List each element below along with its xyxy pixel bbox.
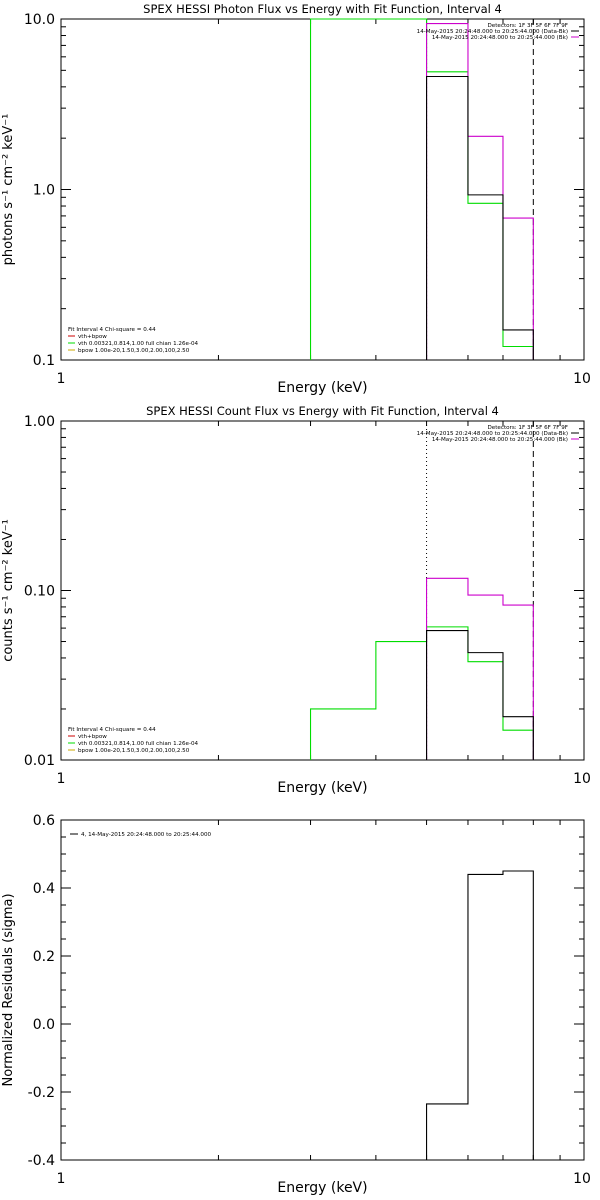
histogram-series-3 [426,75,534,360]
y-tick-label: -0.4 [28,1153,55,1169]
legend-text: Detectors: 1F 3F 5F 6F 7F 9F [487,23,568,29]
chart-title: SPEX HESSI Photon Flux vs Energy with Fi… [143,2,502,16]
y-axis-label: counts s⁻¹ cm⁻² keV⁻¹ [1,519,16,662]
x-tick-label: 10 [573,771,591,787]
x-tick-label: 1 [57,1171,66,1187]
chart-panel-1: SPEX HESSI Photon Flux vs Energy with Fi… [1,2,591,396]
legend-text: Fit Interval 4 Chi-square = 0.44 [68,327,156,333]
legend-text: 14-May-2015 20:24:48.000 to 20:25:44.000… [417,29,568,35]
y-tick-label: 0.10 [24,584,55,600]
y-tick-label: 0.1 [33,353,55,369]
legend-text: vth+bpow [78,734,107,740]
histogram-series-1 [309,18,534,360]
chart-panel-2: SPEX HESSI Count Flux vs Energy with Fit… [1,404,591,796]
y-tick-label: -0.2 [28,1085,55,1101]
histogram-series-2 [426,23,534,360]
x-tick-label: 10 [573,1171,591,1187]
x-axis-label: Energy (keV) [277,380,367,396]
x-axis-label: Energy (keV) [277,780,367,796]
y-tick-label: 10.0 [24,12,55,28]
legend-text: vth+bpow [78,334,107,340]
legend-text: bpow 1.00e-20,1.50,3.00,2.00,100,2.50 [78,348,190,354]
histogram-series-3 [426,630,534,760]
legend-text: Detectors: 1F 3F 5F 6F 7F 9F [487,425,568,431]
legend-text: 4, 14-May-2015 20:24:48.000 to 20:25:44.… [81,832,212,838]
y-axis-label: Normalized Residuals (sigma) [1,893,16,1086]
legend-text: vth 0.00321,0.814,1.00 full chian 1.26e-… [78,741,199,747]
plot-frame [60,18,585,361]
x-tick-label: 1 [57,771,66,787]
y-tick-label: 1.00 [24,414,55,430]
legend-text: vth 0.00321,0.814,1.00 full chian 1.26e-… [78,341,199,347]
legend-text: 14-May-2015 20:24:48.000 to 20:25:44.000… [432,35,568,41]
y-tick-label: 0.2 [33,949,55,965]
y-tick-label: 0.4 [33,881,55,897]
histogram-series-1 [309,626,534,760]
legend-text: bpow 1.00e-20,1.50,3.00,2.00,100,2.50 [78,748,190,754]
y-axis-label: photons s⁻¹ cm⁻² keV⁻¹ [1,114,16,266]
chart-title: SPEX HESSI Count Flux vs Energy with Fit… [146,404,499,418]
histogram-series-1 [426,870,534,1160]
x-tick-label: 10 [573,371,591,387]
y-tick-label: 0.0 [33,1017,55,1033]
legend-text: 14-May-2015 20:24:48.000 to 20:25:44.000… [417,431,568,437]
y-tick-label: 1.0 [33,183,55,199]
y-tick-label: 0.6 [33,813,55,829]
legend-text: Fit Interval 4 Chi-square = 0.44 [68,727,156,733]
x-tick-label: 1 [57,371,66,387]
y-tick-label: 0.01 [24,753,55,769]
x-axis-label: Energy (keV) [277,1180,367,1196]
chart-panel-3: 1 10 -0.4 -0.2 0.0 0.2 0.4 0.6 Energy (keV) Norma… [1,813,591,1196]
histogram-series-2 [426,577,534,760]
legend-text: 14-May-2015 20:24:48.000 to 20:25:44.000… [432,437,568,443]
